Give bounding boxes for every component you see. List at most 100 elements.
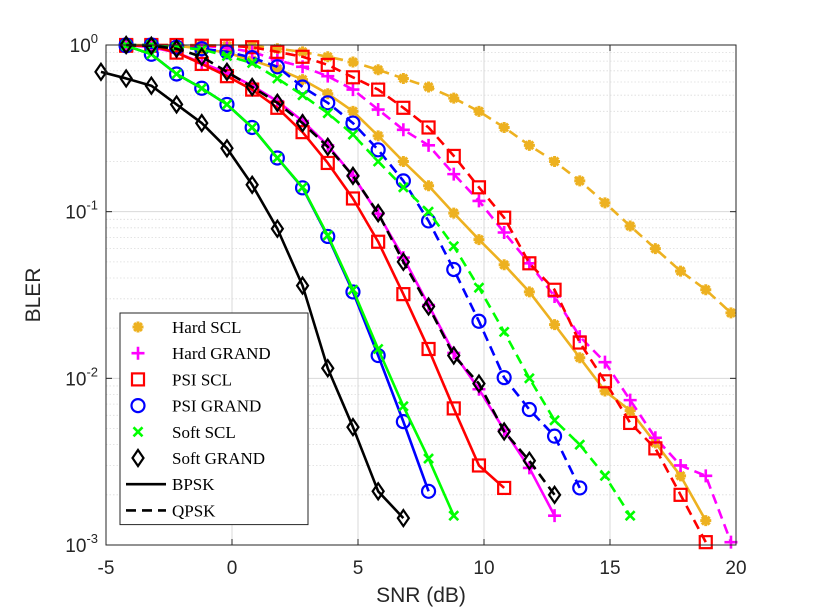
marker-asterisk xyxy=(246,54,258,66)
series-line xyxy=(126,43,581,489)
marker-square xyxy=(371,82,386,97)
marker-cross xyxy=(347,129,359,141)
x-tick-label: 10 xyxy=(473,558,494,579)
marker-cross xyxy=(271,73,283,84)
marker-diamond xyxy=(497,421,511,442)
marker-cross xyxy=(221,50,233,62)
marker-asterisk xyxy=(675,265,687,277)
y-tick-label: 10-2 xyxy=(65,364,98,390)
y-axis-label: BLER xyxy=(22,268,45,323)
marker-diamond xyxy=(295,113,310,134)
marker-square xyxy=(522,256,537,271)
marker-plus xyxy=(598,355,612,369)
marker-diamond xyxy=(446,345,461,366)
marker-diamond xyxy=(270,218,285,239)
marker-circle xyxy=(320,228,336,245)
marker-asterisk xyxy=(599,385,611,397)
y-tick-base: 10 xyxy=(65,203,86,224)
marker-asterisk xyxy=(675,470,687,482)
marker-asterisk xyxy=(271,63,283,75)
marker-asterisk xyxy=(423,180,435,192)
marker-circle xyxy=(496,370,512,386)
marker-asterisk xyxy=(372,64,384,76)
marker-diamond xyxy=(220,138,234,159)
marker-asterisk xyxy=(498,121,510,133)
marker-diamond xyxy=(119,68,133,89)
legend-label: Hard GRAND xyxy=(172,344,271,363)
marker-plus xyxy=(623,393,637,407)
x-axis-label: SNR (dB) xyxy=(376,584,466,607)
marker-asterisk xyxy=(448,207,460,219)
x-tick-label: 5 xyxy=(353,558,364,579)
marker-diamond xyxy=(472,373,486,394)
legend-label: BPSK xyxy=(172,475,215,494)
marker-square xyxy=(446,401,461,416)
marker-square xyxy=(345,191,361,206)
marker-plus xyxy=(674,458,688,472)
marker-diamond xyxy=(522,450,537,471)
marker-diamond xyxy=(547,484,562,505)
marker-asterisk xyxy=(322,88,334,100)
marker-asterisk xyxy=(473,234,485,246)
marker-square xyxy=(648,441,663,456)
y-tick-base: 10 xyxy=(65,536,86,557)
marker-cross xyxy=(372,156,384,167)
marker-asterisk xyxy=(523,286,535,298)
marker-asterisk xyxy=(649,243,661,255)
marker-cross xyxy=(297,89,308,101)
marker-cross xyxy=(498,326,510,338)
marker-diamond xyxy=(169,94,184,115)
y-tick-exponent: 0 xyxy=(91,31,98,46)
legend-label: PSI GRAND xyxy=(172,397,261,416)
marker-plus xyxy=(371,103,385,117)
marker-plus xyxy=(447,167,461,181)
series-line xyxy=(100,70,405,520)
marker-diamond xyxy=(94,61,108,82)
marker-cross xyxy=(423,206,434,218)
marker-circle xyxy=(320,95,336,111)
marker-asterisk xyxy=(397,155,409,167)
marker-diamond xyxy=(295,275,310,296)
y-tick-base: 10 xyxy=(70,36,91,57)
legend-label: Soft SCL xyxy=(172,423,236,442)
marker-diamond xyxy=(320,358,335,379)
marker-diamond xyxy=(131,448,145,468)
marker-square xyxy=(396,287,411,302)
legend: Hard SCL Hard GRAND PSI SCL PSI GRAND Soft S… xyxy=(119,312,309,526)
marker-asterisk xyxy=(132,321,144,333)
marker-square xyxy=(698,535,713,550)
marker-diamond xyxy=(144,75,159,96)
marker-asterisk xyxy=(397,72,409,84)
marker-square xyxy=(320,57,335,72)
marker-square xyxy=(295,49,310,64)
legend-label: Soft GRAND xyxy=(172,449,265,468)
marker-asterisk xyxy=(523,139,535,151)
marker-diamond xyxy=(320,136,335,157)
marker-circle xyxy=(168,66,185,82)
plot-series xyxy=(94,35,738,550)
marker-plus xyxy=(422,138,436,152)
marker-square xyxy=(471,180,487,195)
marker-cross xyxy=(599,470,611,482)
marker-cross xyxy=(372,343,384,355)
marker-cross xyxy=(196,82,208,94)
plot-frame xyxy=(105,44,737,546)
marker-asterisk xyxy=(347,105,359,117)
marker-circle xyxy=(244,119,260,136)
marker-plus xyxy=(396,123,410,137)
marker-cross xyxy=(423,453,434,465)
marker-diamond xyxy=(421,296,436,317)
marker-cross xyxy=(297,181,308,193)
marker-square xyxy=(194,56,209,72)
marker-asterisk xyxy=(599,197,611,209)
y-tick-label: 100 xyxy=(70,31,98,57)
y-tick-label: 10-1 xyxy=(65,198,98,224)
marker-diamond xyxy=(245,174,259,195)
y-tick-base: 10 xyxy=(65,369,86,390)
marker-diamond xyxy=(346,165,360,186)
series-line xyxy=(126,44,506,489)
legend-box xyxy=(119,312,309,526)
marker-asterisk xyxy=(725,307,737,319)
marker-cross xyxy=(246,122,258,133)
